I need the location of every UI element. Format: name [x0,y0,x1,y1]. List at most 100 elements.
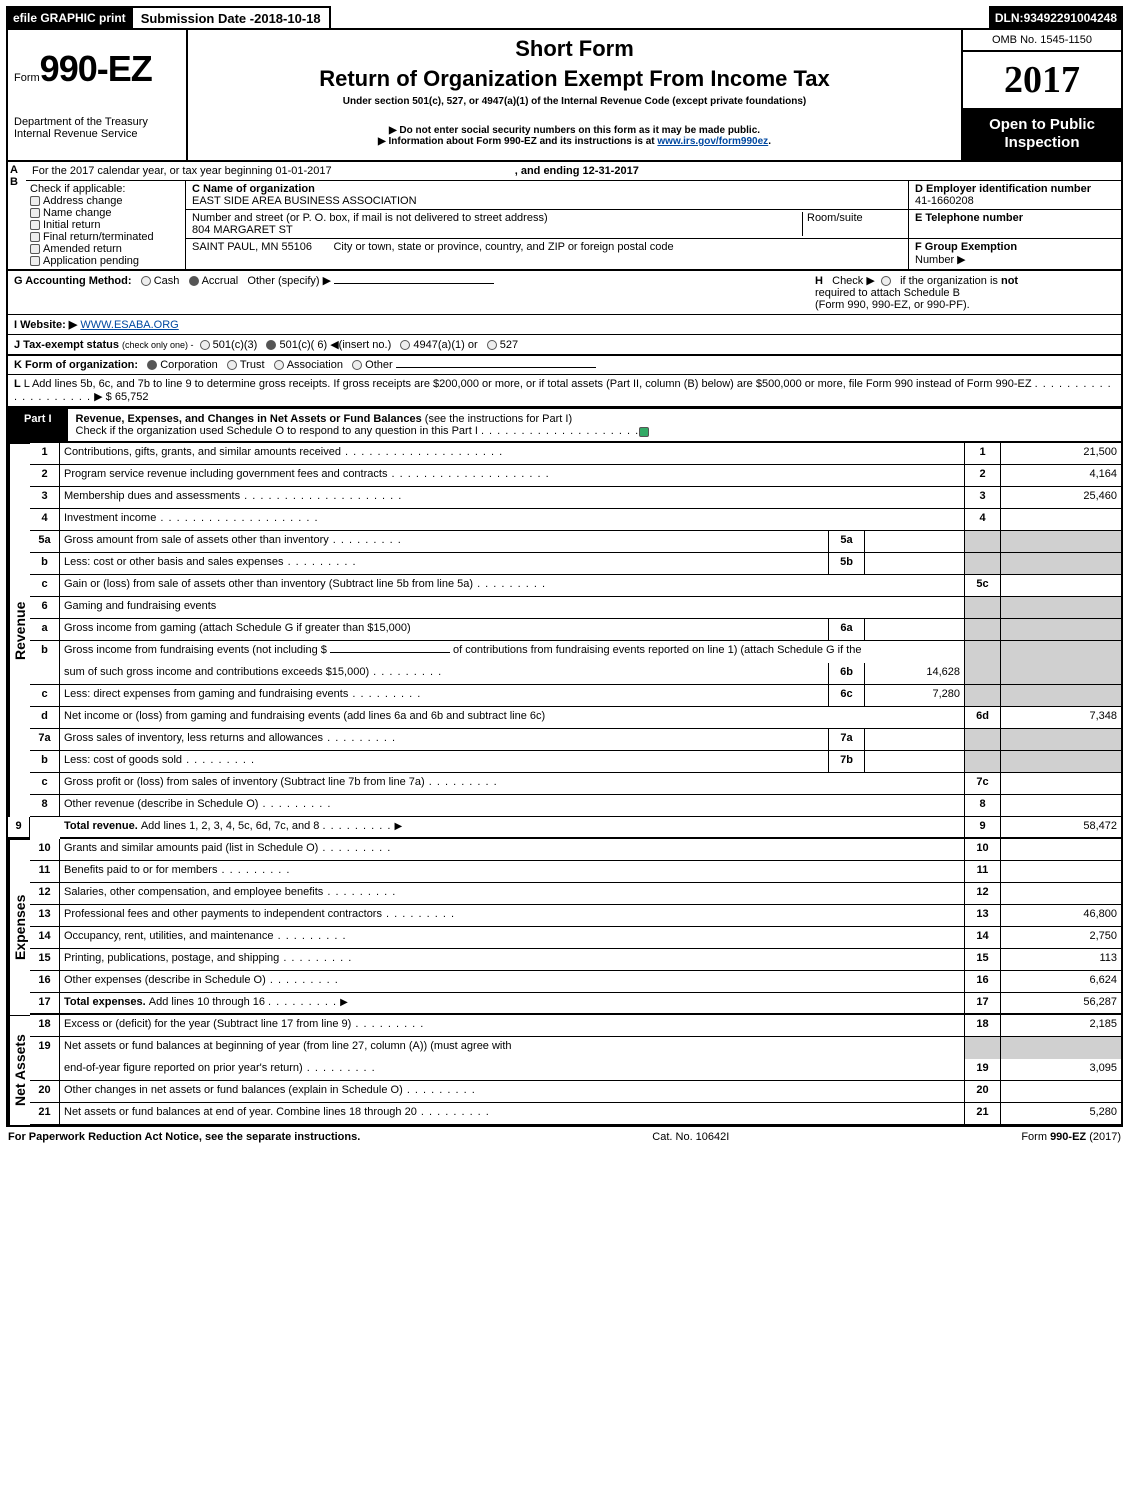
desc-12: Salaries, other compensation, and employ… [60,883,965,905]
n-13: 13 [965,905,1001,927]
fundraising-amount-input[interactable] [330,652,450,653]
mid-5b: 5b [829,553,865,575]
b-name-change: Name change [43,207,112,219]
ln-7c: c [30,773,60,795]
row-i: I Website: ▶ WWW.ESABA.ORG [6,315,1123,335]
topbar-spacer [331,6,989,30]
n-6b-grey2 [965,663,1001,685]
side-expenses: Expenses [8,839,30,1015]
mv-6c: 7,280 [865,685,965,707]
part1-title: Revenue, Expenses, and Changes in Net As… [68,409,661,441]
l-amount: ▶ $ 65,752 [94,391,148,403]
radio-501c[interactable] [266,340,276,350]
radio-accrual[interactable] [189,276,199,286]
v-6d: 7,348 [1001,707,1121,729]
k-other-line[interactable] [396,367,596,368]
mv-7a [865,729,965,751]
website-link[interactable]: WWW.ESABA.ORG [80,319,178,331]
bullet-info-prefix: ▶ Information about Form 990-EZ and its … [378,136,657,147]
mid-6b: 6b [829,663,865,685]
desc-6d: Net income or (loss) from gaming and fun… [60,707,965,729]
open-line1: Open to Public [967,116,1117,134]
side-netassets: Net Assets [8,1015,30,1125]
n-6c-grey [965,685,1001,707]
radio-assoc[interactable] [274,360,284,370]
ln-18: 18 [30,1015,60,1037]
footer-left: For Paperwork Reduction Act Notice, see … [8,1131,360,1143]
radio-501c3[interactable] [200,340,210,350]
n-7c: 7c [965,773,1001,795]
g-other-line[interactable] [334,283,494,284]
v-16: 6,624 [1001,971,1121,993]
b-label: Check if applicable: [30,183,181,195]
radio-cash[interactable] [141,276,151,286]
main-title: Return of Organization Exempt From Incom… [196,66,953,92]
n-5c: 5c [965,575,1001,597]
desc-5a: Gross amount from sale of assets other t… [60,531,829,553]
desc-21: Net assets or fund balances at end of ye… [60,1103,965,1125]
radio-corp[interactable] [147,360,157,370]
v-6a-grey [1001,619,1121,641]
dots-9 [322,820,391,832]
desc-19-1: Net assets or fund balances at beginning… [60,1037,965,1059]
chk-amended-return[interactable] [30,244,40,254]
v-11 [1001,861,1121,883]
dln-value: 93492291004248 [1024,11,1117,25]
desc-20: Other changes in net assets or fund bala… [60,1081,965,1103]
ln-4: 4 [30,509,60,531]
v-17: 56,287 [1001,993,1121,1015]
chk-final-return[interactable] [30,232,40,242]
desc-7a: Gross sales of inventory, less returns a… [60,729,829,751]
instructions-link[interactable]: www.irs.gov/form990ez [657,136,768,147]
desc-17-b: Total expenses. [64,996,149,1008]
desc-6b-2: sum of such gross income and contributio… [60,663,829,685]
h-text2: if the organization is [900,275,1001,287]
ln-5c: c [30,575,60,597]
mid-5a: 5a [829,531,865,553]
chk-initial-return[interactable] [30,220,40,230]
efile-print-button[interactable]: efile GRAPHIC print [6,6,133,30]
part1-title-text: Revenue, Expenses, and Changes in Net As… [76,413,425,425]
chk-app-pending[interactable] [30,256,40,266]
n-3: 3 [965,487,1001,509]
v-6c-grey [1001,685,1121,707]
mv-6b: 14,628 [865,663,965,685]
ln-12: 12 [30,883,60,905]
footer-right-form: 990-EZ [1050,1131,1086,1143]
chk-address-change[interactable] [30,196,40,206]
n-10: 10 [965,839,1001,861]
chk-name-change[interactable] [30,208,40,218]
ln-7a: 7a [30,729,60,751]
section-b: Check if applicable: Address change Name… [26,181,186,269]
mid-6a: 6a [829,619,865,641]
v-6-grey [1001,597,1121,619]
subtitle: Under section 501(c), 527, or 4947(a)(1)… [196,96,953,107]
n-19: 19 [965,1059,1001,1081]
c-addr-label: Number and street (or P. O. box, if mail… [192,212,548,224]
row-k: K Form of organization: Corporation Trus… [6,356,1123,375]
j-opt3: 527 [500,339,518,351]
radio-h[interactable] [881,276,891,286]
n-7a-grey [965,729,1001,751]
radio-4947[interactable] [400,340,410,350]
radio-527[interactable] [487,340,497,350]
radio-other-org[interactable] [352,360,362,370]
ln-5a: 5a [30,531,60,553]
n-17: 17 [965,993,1001,1015]
radio-trust[interactable] [227,360,237,370]
footer-right-suffix: (2017) [1089,1131,1121,1143]
b-initial-return: Initial return [43,219,100,231]
c-name-label: C Name of organization [192,183,315,195]
dln-label: DLN: [995,11,1024,25]
l-text: L Add lines 5b, 6c, and 7b to line 9 to … [24,378,1032,390]
v-9: 58,472 [1001,817,1121,839]
j-suffix: (check only one) - [122,340,194,350]
v-19: 3,095 [1001,1059,1121,1081]
chk-schedule-o[interactable] [639,427,649,437]
h-text3: required to attach Schedule B [815,287,960,299]
v-7b-grey [1001,751,1121,773]
h-label: H [815,275,823,287]
g-label: G Accounting Method: [14,275,132,287]
desc-9-b: Total revenue. [64,820,141,832]
g-cash: Cash [154,275,180,287]
